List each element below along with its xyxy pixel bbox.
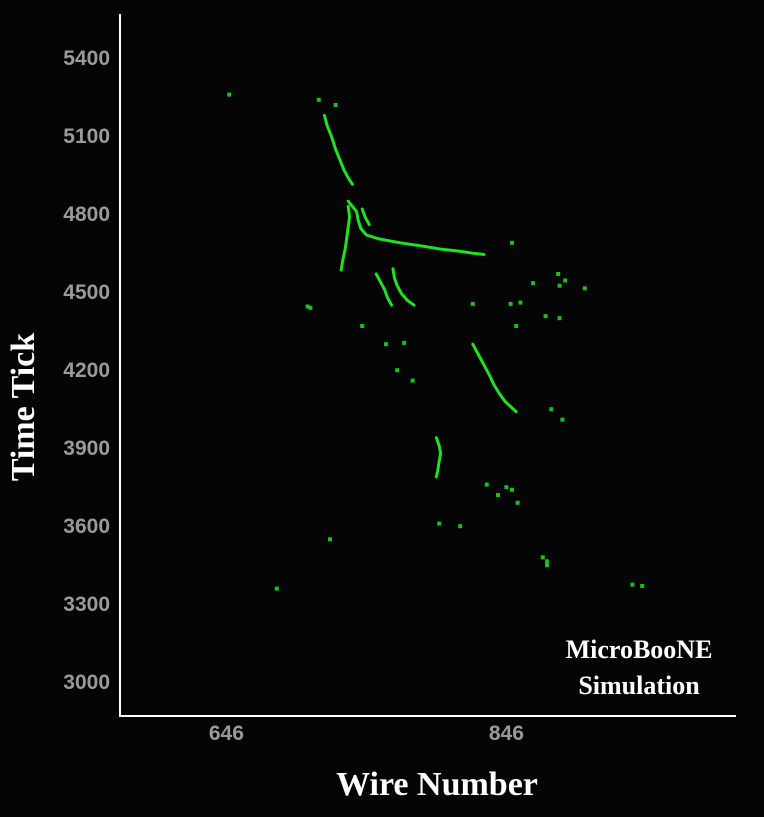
hit-point — [402, 340, 407, 345]
x-axis-title: Wire Number — [336, 766, 538, 803]
hit-point — [640, 584, 645, 588]
hit-point — [560, 417, 565, 422]
hit-point — [305, 304, 310, 309]
hit-point — [510, 240, 514, 245]
hit-point — [316, 97, 321, 102]
x-tick-label: 846 — [489, 722, 524, 745]
y-tick-label: 3600 — [63, 515, 110, 538]
y-tick-label: 3000 — [63, 671, 110, 694]
hit-point — [556, 272, 561, 276]
hit-point — [484, 482, 489, 487]
hit-point — [510, 487, 514, 492]
particle-track — [322, 113, 354, 186]
y-tick-label: 4800 — [63, 203, 110, 226]
y-tick-label: 4200 — [63, 359, 110, 382]
hit-point — [514, 324, 519, 328]
annotation-line-1: MicroBooNE — [566, 635, 713, 664]
x-tick-labels: 646 846 — [209, 722, 524, 745]
y-axis-title: Time Tick — [5, 333, 42, 481]
hit-point — [549, 407, 554, 412]
hit-point — [395, 368, 400, 373]
particle-track — [391, 267, 416, 307]
hit-point — [630, 582, 635, 587]
particle-track — [346, 199, 486, 256]
hit-point — [543, 314, 548, 319]
y-tick-label: 3900 — [63, 437, 110, 460]
particle-track — [374, 272, 394, 307]
y-tick-label: 4500 — [63, 281, 110, 304]
particle-track — [339, 204, 352, 272]
hit-point — [360, 324, 365, 328]
particle-track — [434, 436, 443, 479]
y-tick-label: 5400 — [63, 47, 110, 70]
hit-point — [410, 378, 415, 383]
data-marks — [227, 92, 645, 591]
y-tick-labels: 3000 3300 3600 3900 4200 4500 4800 5100 5400 — [63, 47, 110, 694]
hit-point — [563, 278, 568, 283]
particle-track — [360, 207, 371, 227]
hit-point — [470, 301, 475, 306]
hit-point — [308, 305, 313, 310]
hit-point — [557, 283, 562, 288]
hit-point — [515, 500, 520, 505]
particle-track — [471, 342, 518, 414]
hit-point — [274, 586, 279, 591]
hit-point — [504, 485, 509, 490]
annotation-line-2: Simulation — [578, 671, 700, 700]
y-tick-label: 5100 — [63, 125, 110, 148]
hit-point — [545, 559, 549, 564]
y-tick-label: 3300 — [63, 593, 110, 616]
hit-point — [496, 493, 500, 497]
hit-point — [545, 563, 549, 568]
hit-point — [540, 555, 545, 560]
hit-point — [531, 281, 535, 286]
hit-point — [582, 286, 587, 291]
x-tick-label: 646 — [209, 722, 244, 745]
hit-point — [458, 524, 463, 529]
hit-point — [518, 300, 523, 305]
hit-point — [557, 316, 562, 321]
hit-point — [227, 92, 232, 97]
hit-point — [328, 537, 332, 542]
hit-point — [437, 521, 442, 526]
hit-point — [333, 103, 338, 107]
hit-point — [508, 301, 513, 306]
hit-point — [384, 342, 388, 347]
